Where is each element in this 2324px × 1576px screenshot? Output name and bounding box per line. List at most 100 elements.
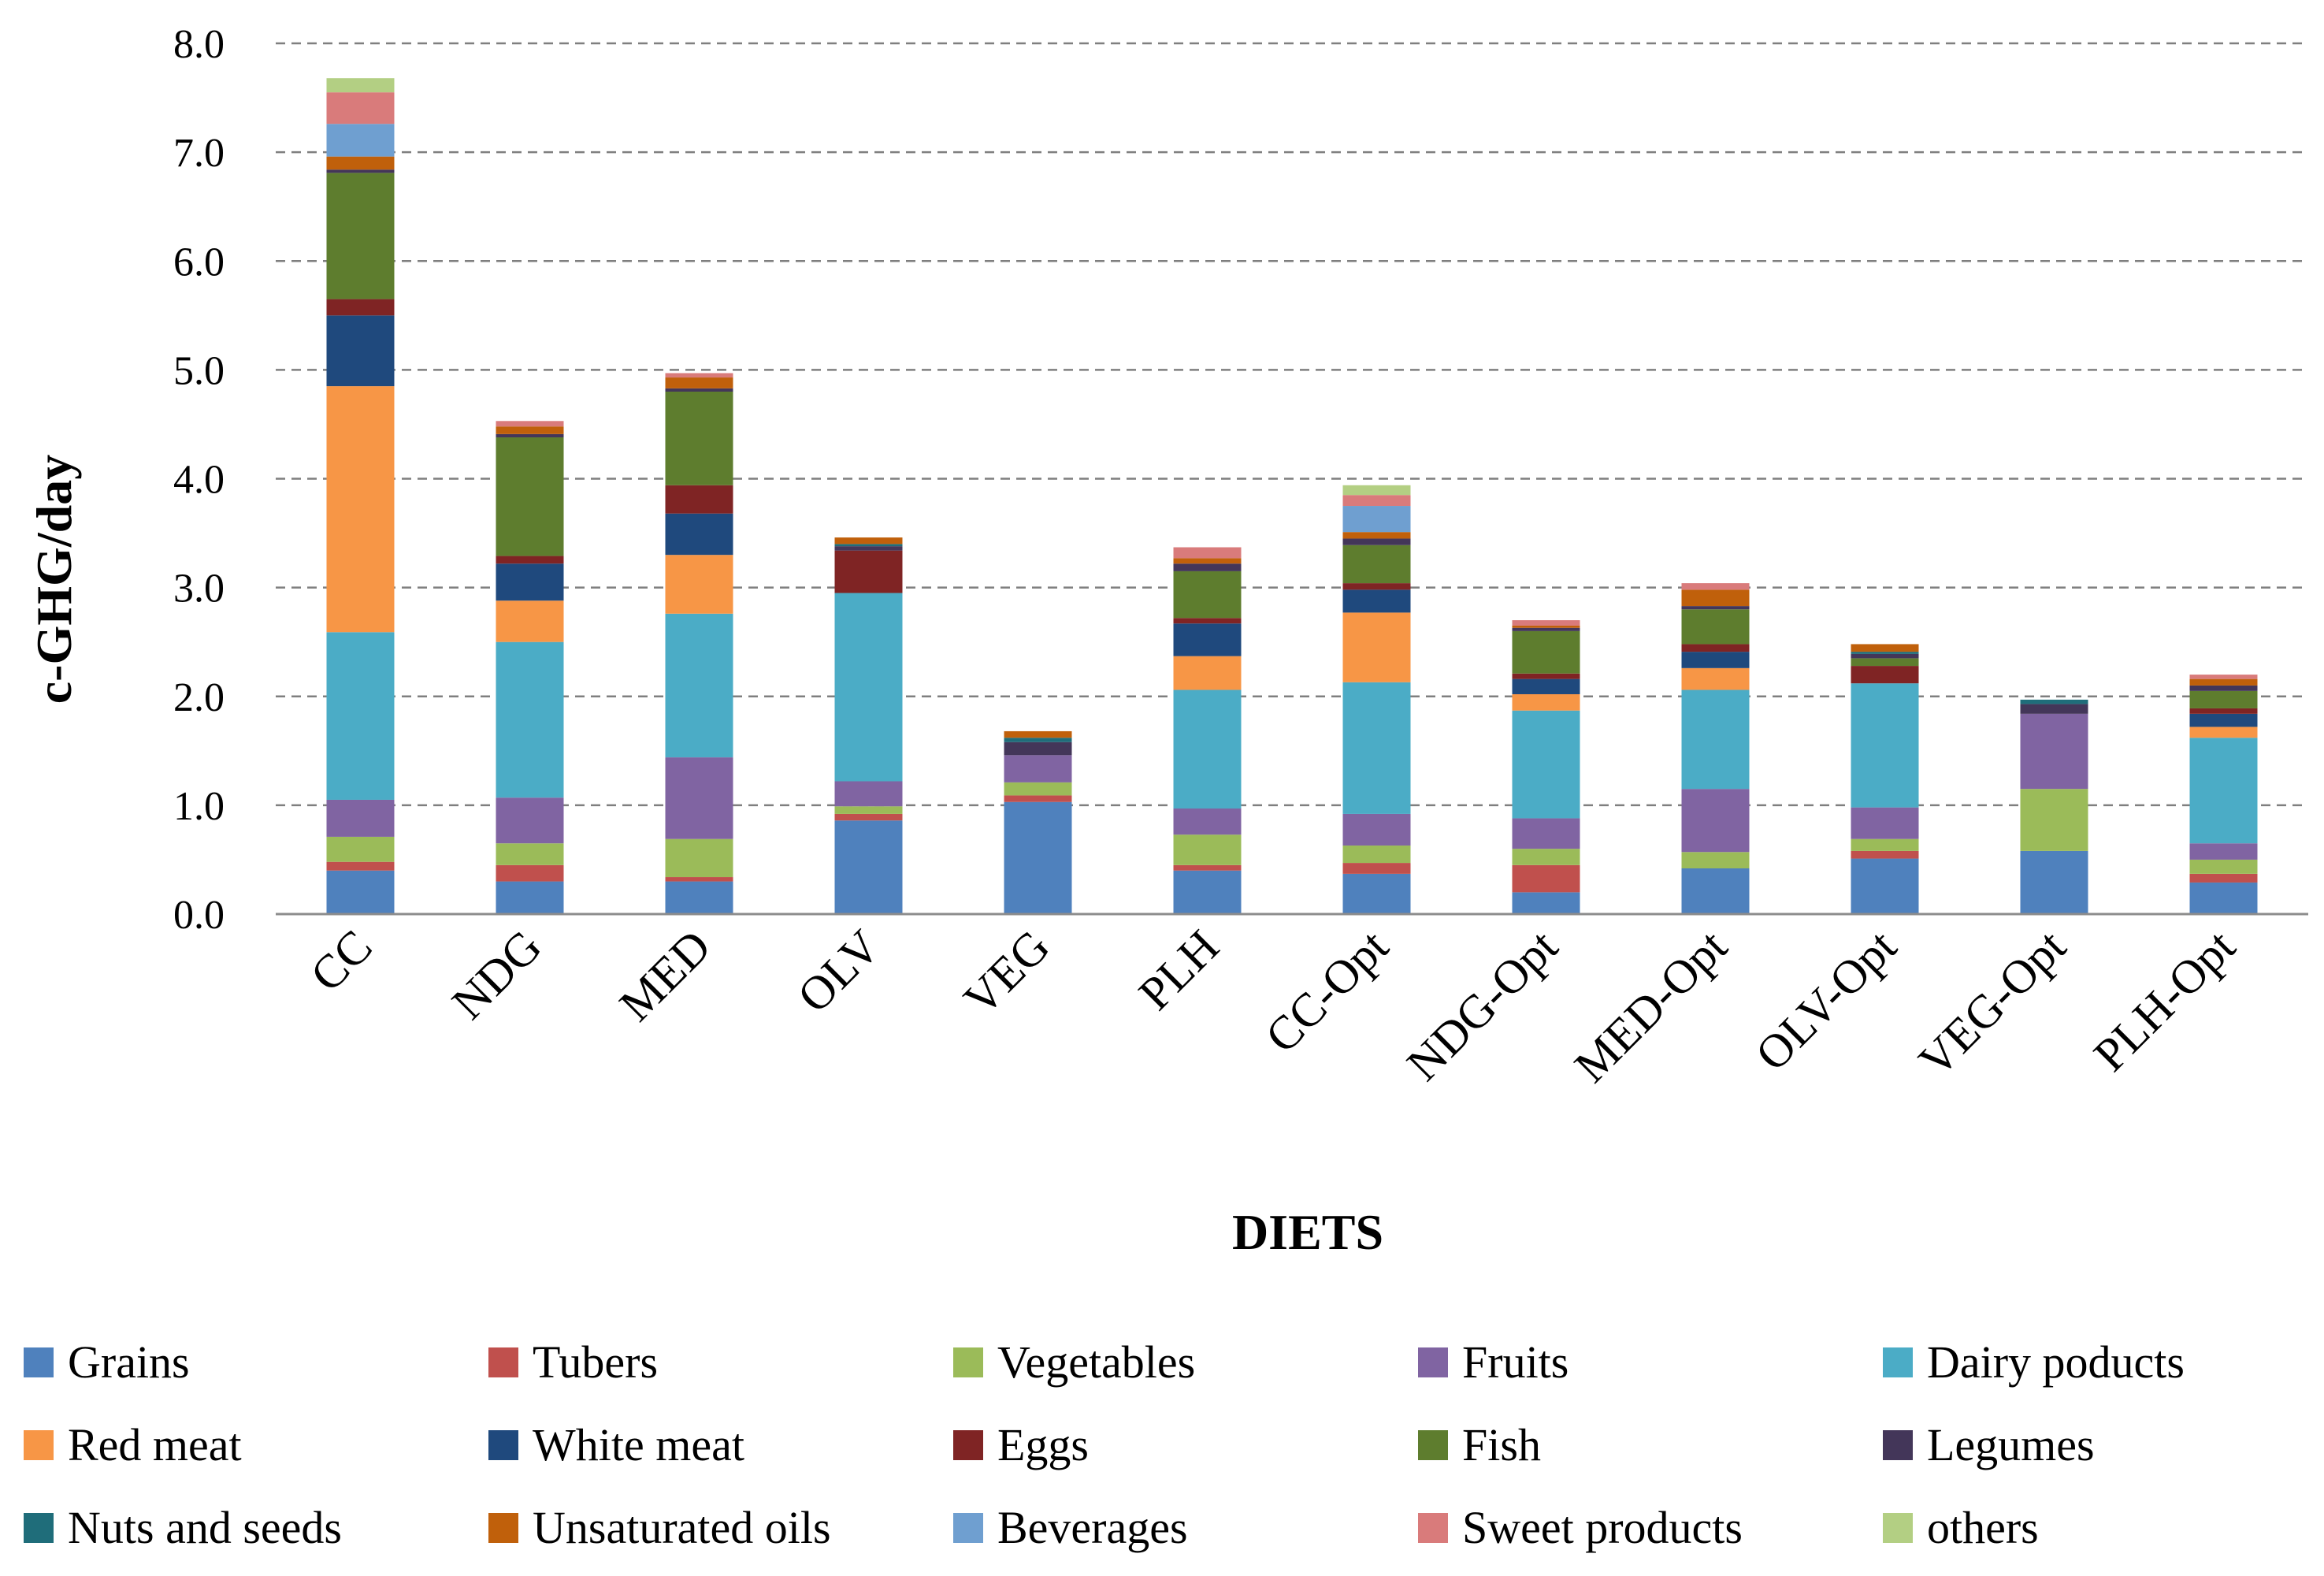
bar-segment	[496, 433, 564, 438]
x-tick-label: PLH	[1129, 920, 1229, 1020]
bar-segment	[1342, 845, 1411, 864]
bar-segment	[1004, 795, 1072, 802]
bar-segment	[1173, 623, 1242, 656]
bar-segment	[1342, 873, 1411, 914]
bar-segment	[326, 861, 395, 871]
legend-label: Fish	[1462, 1419, 1541, 1470]
bar-segment	[2020, 699, 2088, 704]
legend-label: Eggs	[997, 1419, 1089, 1470]
bar-segment	[665, 373, 733, 378]
bar-segment	[1342, 532, 1411, 539]
y-tick-label: 2.0	[173, 675, 225, 720]
bar-segment	[1173, 808, 1242, 835]
bar-segment	[834, 544, 903, 547]
x-axis-title: DIETS	[1232, 1204, 1383, 1260]
bar-segment	[326, 173, 395, 299]
bar-segment	[1512, 864, 1580, 893]
bar-segment	[1681, 789, 1750, 853]
bar-segment	[1004, 755, 1072, 782]
bar-segment	[496, 843, 564, 865]
x-tick-label: NDG	[442, 920, 551, 1030]
bar-segment	[496, 797, 564, 844]
legend-swatch	[24, 1512, 54, 1543]
bar-segment	[1851, 838, 1919, 851]
bar-segment	[496, 426, 564, 434]
x-tick-label: PLH-Opt	[2084, 920, 2245, 1081]
bar-segment	[2189, 882, 2258, 914]
bar-segment	[834, 813, 903, 821]
bar-segment	[1512, 693, 1580, 711]
bar-segment	[496, 556, 564, 564]
bar-segment	[1342, 485, 1411, 496]
legend-swatch	[488, 1429, 518, 1460]
legend-swatch	[953, 1512, 983, 1543]
bar-segment	[2020, 789, 2088, 851]
y-tick-label: 0.0	[173, 893, 225, 938]
bar-segment	[326, 836, 395, 862]
bar-segment	[665, 485, 733, 514]
bar-segment	[2189, 685, 2258, 691]
bar-segment	[1851, 658, 1919, 667]
legend-label: Vegetables	[997, 1336, 1196, 1388]
legend-swatch	[953, 1347, 983, 1377]
legend-item: Fruits	[1418, 1336, 1569, 1388]
legend-item: Eggs	[953, 1418, 1089, 1471]
bar-segment	[1342, 495, 1411, 507]
bar-segment	[1173, 558, 1242, 564]
bar-segment	[1342, 682, 1411, 814]
bar-segment	[1173, 547, 1242, 559]
bar-segment	[1851, 850, 1919, 859]
x-tick-label: MED-Opt	[1565, 920, 1737, 1092]
bar-segment	[326, 92, 395, 125]
bar-segment	[496, 881, 564, 914]
bars	[326, 78, 2258, 914]
legend-item: Beverages	[953, 1501, 1188, 1554]
bar-segment	[834, 537, 903, 545]
bar-segment	[1851, 644, 1919, 652]
bar-segment	[665, 377, 733, 388]
bar-segment	[496, 864, 564, 882]
bar-segment	[1681, 583, 1750, 590]
bar-segment	[834, 781, 903, 807]
x-tick-label: OLV	[788, 920, 890, 1023]
bar-segment	[1173, 870, 1242, 914]
bar-segment	[2189, 727, 2258, 738]
bar-segment	[1851, 653, 1919, 659]
bar-segment	[1681, 667, 1750, 690]
bar-segment	[1681, 589, 1750, 607]
bar-segment	[2189, 678, 2258, 686]
bar-segment	[1851, 683, 1919, 808]
bar-segment	[1004, 742, 1072, 756]
legend-swatch	[1418, 1347, 1448, 1377]
x-tick-label: OLV-Opt	[1746, 920, 1906, 1080]
legend-label: Legumes	[1927, 1419, 2095, 1470]
bar-segment	[834, 593, 903, 782]
bar-segment	[496, 563, 564, 601]
bar-segment	[1512, 678, 1580, 694]
bar-segment	[326, 78, 395, 93]
legend-item: Dairy poducts	[1883, 1336, 2185, 1388]
legend-label: Beverages	[997, 1502, 1188, 1553]
bar-segment	[665, 613, 733, 758]
legend-swatch	[1883, 1512, 1913, 1543]
y-tick-label: 6.0	[173, 240, 225, 284]
bar-segment	[1512, 849, 1580, 865]
bar-segment	[665, 392, 733, 485]
legend-label: Fruits	[1462, 1336, 1569, 1388]
bar-segment	[1342, 813, 1411, 846]
legend-label: Nuts and seeds	[68, 1502, 342, 1553]
legend-item: Tubers	[488, 1336, 658, 1388]
bar-segment	[1512, 625, 1580, 628]
y-axis-ticks: 0.0 1.0 2.0 3.0 4.0 5.0 6.0 7.0 8.0	[173, 22, 225, 938]
bar-segment	[2189, 675, 2258, 679]
bar-segment	[1512, 818, 1580, 849]
bar-segment	[1342, 863, 1411, 874]
bar-segment	[1851, 652, 1919, 654]
legend-item: Sweet products	[1418, 1501, 1743, 1554]
bar-segment	[665, 513, 733, 556]
bar-segment	[834, 546, 903, 551]
legend-item: White meat	[488, 1418, 744, 1471]
y-tick-label: 7.0	[173, 131, 225, 176]
